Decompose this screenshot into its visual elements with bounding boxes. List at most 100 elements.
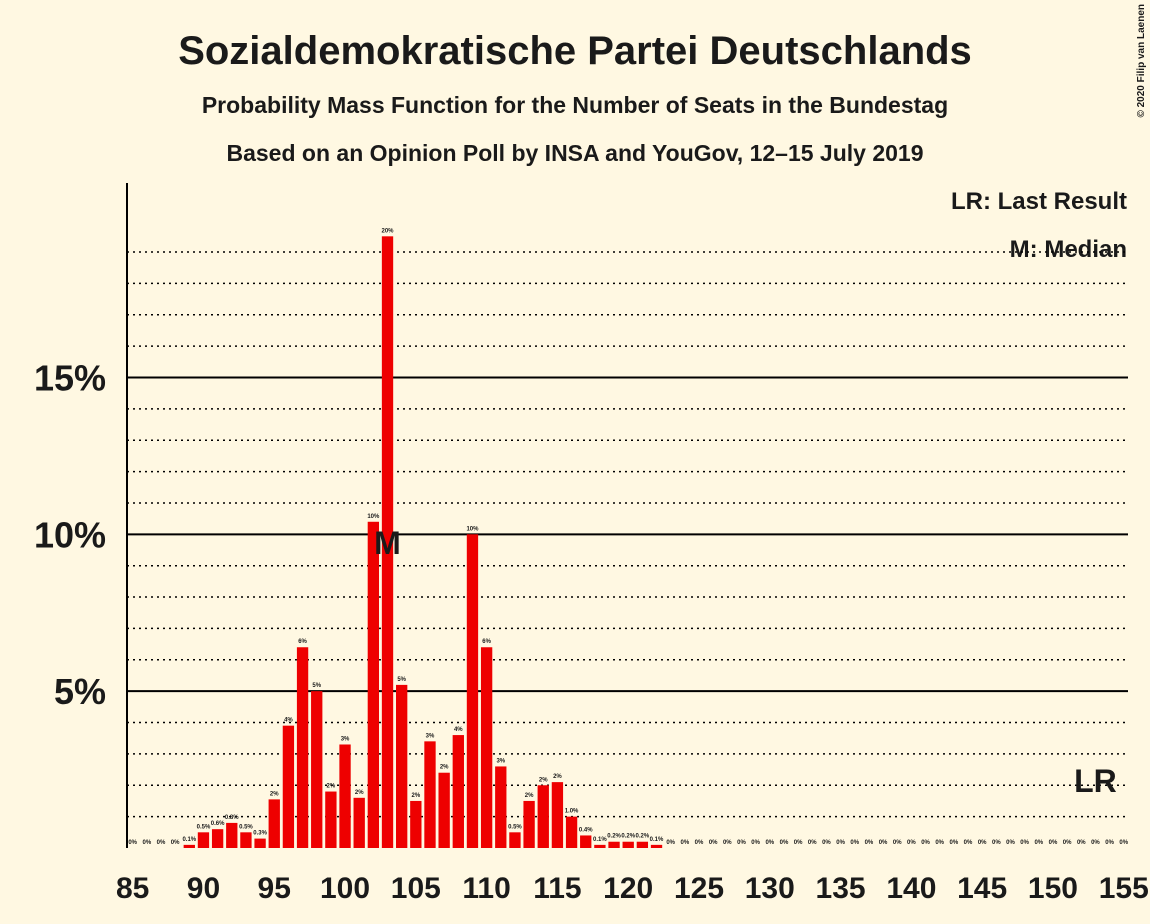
bar [509,832,521,848]
value-label: 0% [1119,840,1128,846]
value-label: 0% [879,840,888,846]
bar [580,835,592,848]
value-label: 0% [128,840,137,846]
x-tick-label: 130 [745,872,795,905]
x-tick-label: 95 [258,872,291,905]
value-label: 0.2% [607,834,621,840]
bar [608,841,620,848]
x-tick-label: 85 [116,872,149,905]
value-label: 0% [1020,840,1029,846]
bar [650,844,663,848]
bar [367,521,380,848]
bar [282,725,295,848]
value-label: 0.1% [182,837,196,843]
value-label: 10% [367,514,380,520]
y-tick-label: 5% [54,671,106,712]
bar [636,841,649,848]
value-label: 0% [808,840,817,846]
x-tick-label: 115 [533,872,581,905]
bar [466,534,479,848]
x-tick-label: 140 [886,872,936,905]
bar [226,822,238,848]
bar [565,816,578,848]
x-tick-label: 100 [320,872,370,905]
bar [438,772,450,848]
value-label: 0% [142,840,151,846]
value-label: 0% [850,840,859,846]
value-label: 0% [765,840,774,846]
x-tick-label: 110 [462,872,510,905]
value-label: 0% [666,840,675,846]
value-label: 4% [284,718,293,724]
value-label: 0% [709,840,718,846]
legend-entry: M: Median [1010,236,1127,263]
copyright: © 2020 Filip van Laenen [1136,4,1147,118]
value-label: 10% [466,526,479,532]
value-label: 0.5% [508,824,522,830]
x-tick-label: 155 [1099,872,1149,905]
value-label: 0% [1091,840,1100,846]
bar [197,832,210,848]
x-tick-label: 105 [391,872,441,905]
value-label: 0% [1006,840,1015,846]
x-tick-label: 120 [603,872,653,905]
value-label: 0.2% [621,834,635,840]
x-tick-label: 145 [957,872,1007,905]
value-label: 0% [695,840,704,846]
bar [424,741,436,848]
bar [410,800,422,848]
value-label: 1.0% [565,809,579,815]
bar [594,844,606,848]
value-label: 2% [553,774,562,780]
bar [325,791,337,848]
bar [296,647,309,848]
value-label: 5% [397,677,406,683]
y-tick-label: 15% [34,357,106,398]
value-label: 0% [935,840,944,846]
marker-label: LR [1074,763,1117,799]
value-label: 0% [921,840,930,846]
bar [480,647,493,848]
value-label: 4% [454,727,463,733]
value-label: 0% [171,840,180,846]
value-label: 0% [780,840,789,846]
chart-title: Sozialdemokratische Partei Deutschlands [178,29,972,73]
value-label: 0% [751,840,760,846]
value-label: 0% [157,840,166,846]
value-label: 0% [907,840,916,846]
y-tick-label: 10% [34,514,106,555]
value-label: 2% [270,791,279,797]
bar [495,766,507,848]
x-tick-label: 150 [1028,872,1078,905]
bar [551,782,564,848]
value-label: 6% [482,639,491,645]
bar [240,832,252,848]
value-label: 0.4% [579,827,593,833]
value-label: 0.6% [211,821,225,827]
value-label: 0% [794,840,803,846]
value-label: 2% [355,790,364,796]
value-label: 0.8% [225,815,239,821]
value-label: 0.1% [650,837,664,843]
bar [183,844,195,848]
bar [622,841,634,848]
bar [353,797,365,848]
value-label: 0% [822,840,831,846]
value-label: 3% [341,736,350,742]
bar [523,800,535,848]
value-label: 0% [836,840,845,846]
bar [396,684,408,848]
x-tick-label: 135 [816,872,866,905]
value-label: 5% [312,683,321,689]
value-label: 0.2% [636,834,650,840]
x-tick-label: 90 [187,872,220,905]
value-label: 0% [865,840,874,846]
value-label: 0.5% [197,824,211,830]
value-label: 0% [681,840,690,846]
value-label: 0% [1049,840,1058,846]
value-label: 0% [950,840,959,846]
bar [339,744,351,848]
bar [268,799,280,848]
